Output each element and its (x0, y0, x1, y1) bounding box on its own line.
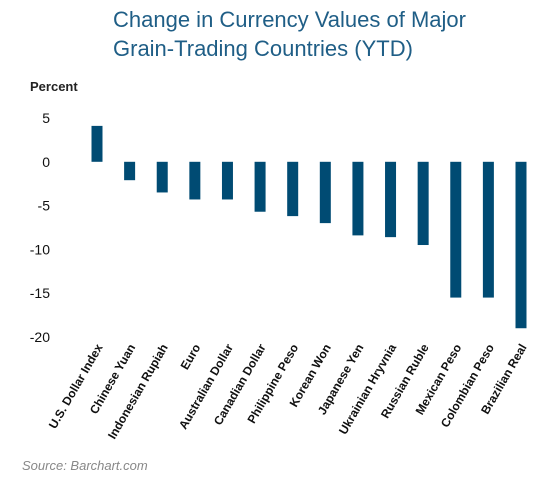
source-note: Source: Barchart.com (22, 458, 148, 473)
y-tick-label: 0 (42, 154, 50, 170)
y-axis-label: Percent (30, 79, 78, 94)
bar (352, 161, 364, 236)
bar (156, 161, 168, 193)
bar (189, 161, 201, 200)
bar (515, 161, 527, 329)
bar (287, 161, 299, 217)
bar (417, 161, 429, 246)
bar (124, 161, 136, 181)
y-tick-label: -5 (38, 198, 51, 214)
bar (254, 161, 266, 212)
bar (91, 125, 103, 162)
chart-title-line-2: Grain-Trading Countries (YTD) (113, 36, 413, 61)
bar (221, 161, 233, 200)
y-tick-label: -20 (30, 329, 50, 345)
y-tick-label: -10 (30, 241, 50, 257)
bar (482, 161, 494, 298)
chart-title-line-1: Change in Currency Values of Major (113, 7, 466, 32)
bar (319, 161, 331, 224)
bar (450, 161, 462, 298)
x-tick-label: U.S. Dollar Index (46, 341, 106, 431)
chart-title: Change in Currency Values of Major Grain… (113, 5, 553, 63)
y-tick-label: -15 (30, 285, 50, 301)
x-tick-label: Indonesian Rupiah (105, 342, 171, 442)
bar (385, 161, 397, 238)
x-tick-label: Euro (178, 342, 204, 373)
y-tick-label: 5 (42, 110, 50, 126)
